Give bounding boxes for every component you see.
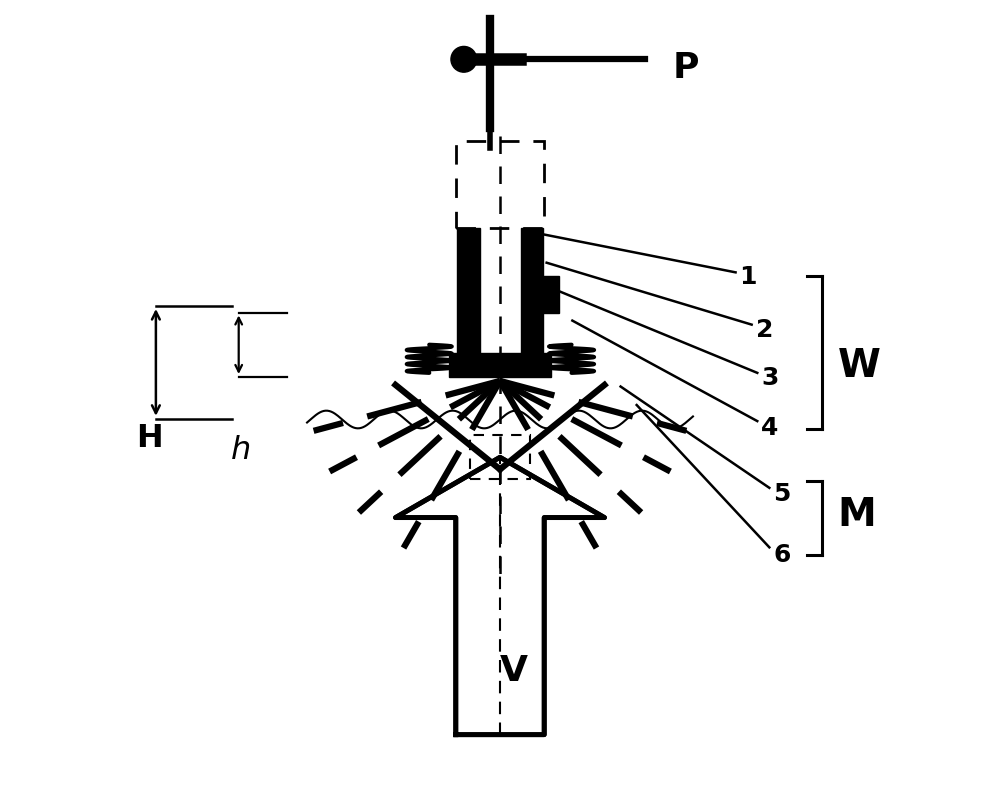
Circle shape [451,47,477,73]
Text: 1: 1 [740,265,757,289]
Text: W: W [838,346,881,385]
Text: 3: 3 [761,365,779,389]
Bar [539,277,559,313]
Text: H: H [137,422,163,453]
Bar [521,229,543,353]
Text: 2: 2 [756,317,773,341]
Text: h: h [231,434,251,465]
Text: 5: 5 [773,482,791,506]
Text: 4: 4 [761,415,779,439]
Text: P: P [673,51,699,85]
Bar [470,435,530,479]
Bar [449,353,551,377]
Text: M: M [838,495,876,533]
Bar [456,142,544,229]
Polygon shape [395,458,605,735]
Text: 6: 6 [773,542,791,566]
Text: V: V [500,654,528,687]
Bar [457,229,480,353]
